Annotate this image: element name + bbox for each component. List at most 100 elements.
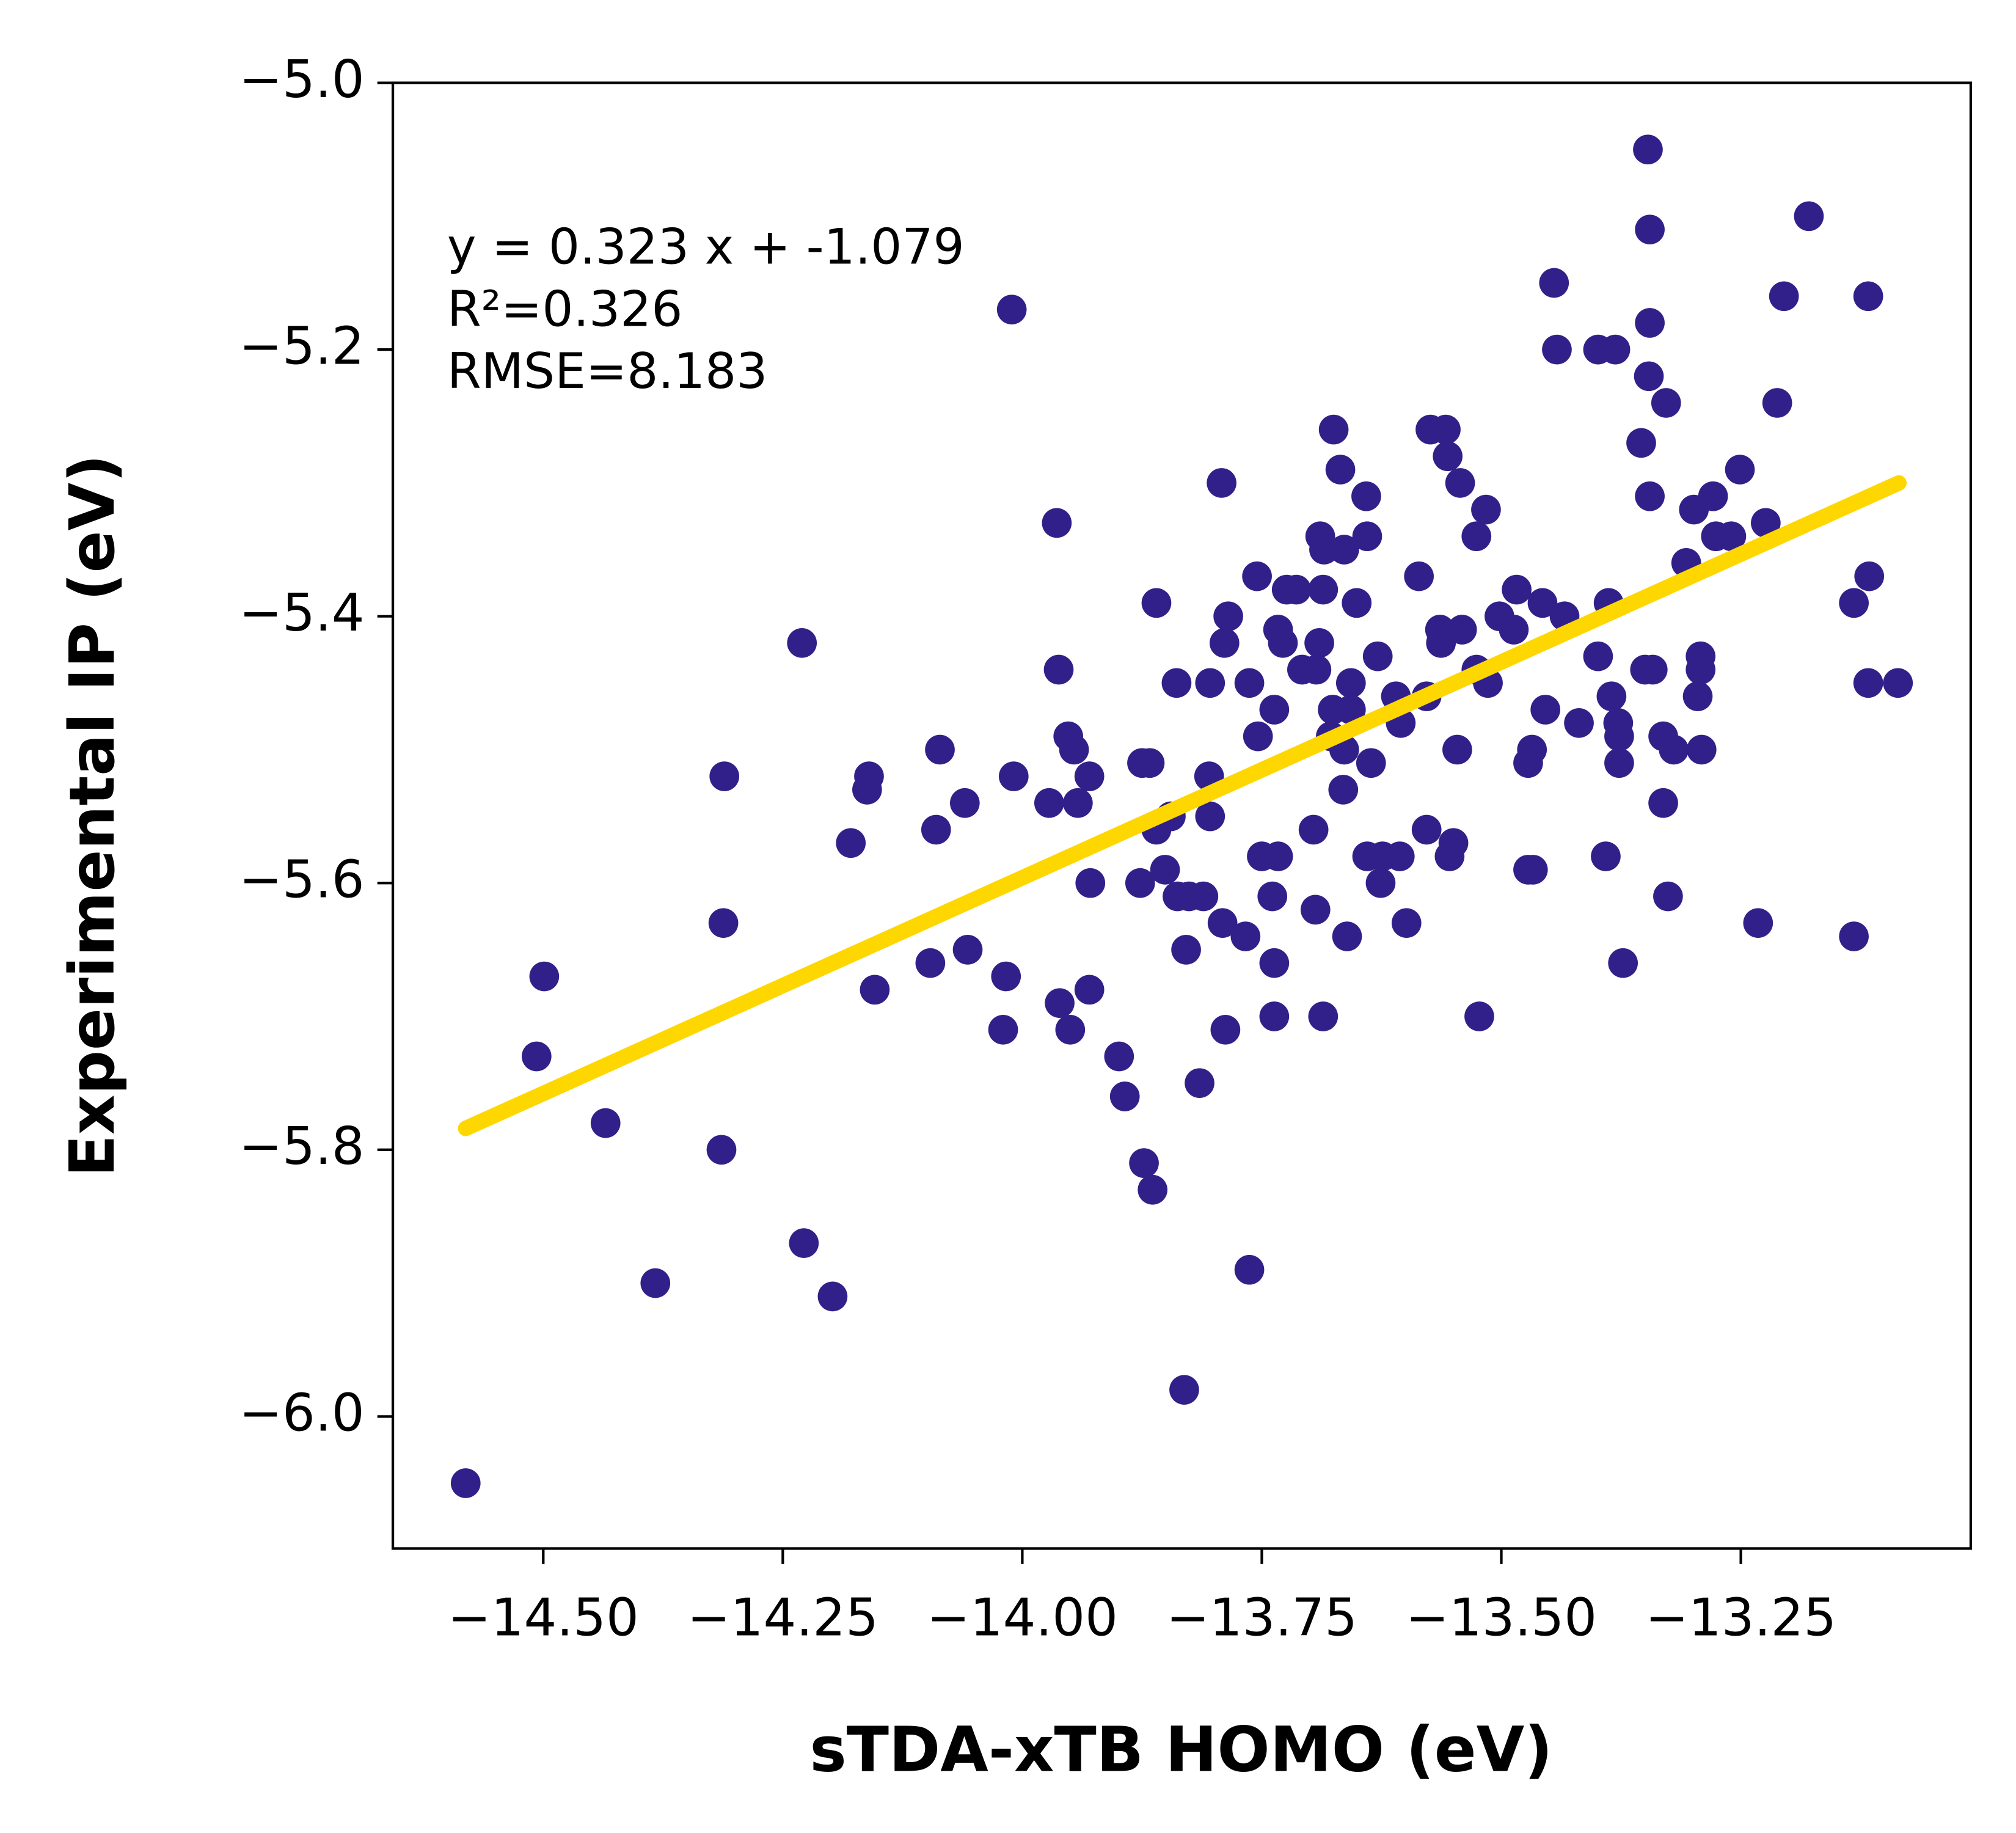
point — [1461, 521, 1492, 552]
point — [1129, 1148, 1159, 1178]
point — [988, 1015, 1018, 1045]
point — [1356, 748, 1386, 778]
point — [1230, 921, 1261, 951]
point — [1138, 1174, 1168, 1205]
point — [1210, 1015, 1241, 1045]
point — [1542, 334, 1572, 365]
point — [1109, 1081, 1140, 1111]
point — [1839, 588, 1869, 618]
point — [817, 1281, 848, 1312]
point — [1517, 855, 1548, 885]
point — [1635, 481, 1665, 511]
point — [1853, 668, 1883, 698]
point — [1648, 788, 1678, 818]
point — [1635, 308, 1665, 338]
point — [1769, 281, 1799, 312]
point — [1716, 521, 1747, 552]
point — [921, 814, 951, 845]
point — [1447, 615, 1477, 645]
point — [1332, 921, 1362, 951]
y-tick-label: −6.0 — [239, 1383, 364, 1443]
point — [590, 1108, 621, 1138]
point — [1626, 428, 1656, 458]
point — [1431, 414, 1461, 445]
point — [1185, 1068, 1214, 1098]
x-tick-label: −14.25 — [687, 1587, 878, 1647]
point — [1635, 214, 1665, 245]
point — [949, 788, 980, 818]
point — [1517, 734, 1547, 765]
point — [915, 948, 946, 978]
point — [1685, 654, 1716, 685]
point — [860, 975, 890, 1005]
point — [1195, 801, 1225, 832]
fit-line — [458, 475, 1907, 1136]
point — [998, 761, 1029, 791]
point — [1442, 734, 1472, 765]
point — [1698, 481, 1728, 511]
point — [1604, 748, 1634, 778]
point — [1633, 134, 1663, 165]
point — [1404, 561, 1434, 591]
point — [1351, 481, 1381, 511]
point — [1659, 734, 1689, 765]
point — [1055, 1015, 1086, 1045]
point — [991, 961, 1021, 992]
point — [1527, 588, 1558, 618]
point — [1207, 908, 1238, 938]
y-tick-label: −5.4 — [239, 582, 364, 643]
point — [1653, 881, 1683, 912]
y-tick-label: −5.6 — [239, 849, 364, 910]
point — [1335, 668, 1366, 698]
point — [1125, 868, 1155, 898]
point — [1207, 468, 1236, 498]
point — [925, 734, 955, 765]
point — [1328, 775, 1359, 805]
point — [709, 761, 740, 791]
x-tick-label: −13.25 — [1645, 1587, 1836, 1647]
point — [1169, 1375, 1199, 1405]
point — [1604, 721, 1634, 752]
point — [1075, 868, 1106, 898]
point — [1300, 895, 1331, 925]
point — [1298, 814, 1329, 845]
annotation: RMSE=8.183 — [447, 342, 767, 400]
point — [1591, 841, 1621, 871]
point — [1426, 628, 1456, 658]
point — [529, 961, 560, 992]
point — [1839, 921, 1869, 951]
point — [1583, 641, 1613, 671]
point — [1104, 1041, 1134, 1072]
point — [1608, 948, 1638, 978]
point — [1243, 721, 1273, 752]
point — [1318, 414, 1349, 445]
point — [1411, 814, 1442, 845]
point — [1171, 935, 1201, 965]
point — [1195, 668, 1225, 698]
point — [836, 828, 866, 858]
point — [1141, 588, 1172, 618]
point — [852, 775, 882, 805]
annotation: R²=0.326 — [447, 280, 683, 337]
point — [1263, 841, 1293, 871]
point — [640, 1268, 671, 1298]
point — [1539, 268, 1569, 298]
point — [1854, 561, 1885, 591]
point — [1365, 868, 1396, 898]
point — [1042, 508, 1072, 538]
y-tick-label: −5.8 — [239, 1116, 364, 1176]
point — [1063, 788, 1093, 818]
point — [706, 1135, 737, 1165]
point — [1445, 468, 1475, 498]
point — [1384, 841, 1415, 871]
x-tick-label: −13.75 — [1166, 1587, 1357, 1647]
point — [1743, 908, 1773, 938]
point — [1335, 695, 1366, 725]
point — [1308, 574, 1339, 605]
point — [1637, 654, 1668, 685]
point — [1074, 975, 1105, 1005]
y-tick-label: −5.0 — [239, 49, 364, 109]
point — [450, 1468, 481, 1498]
